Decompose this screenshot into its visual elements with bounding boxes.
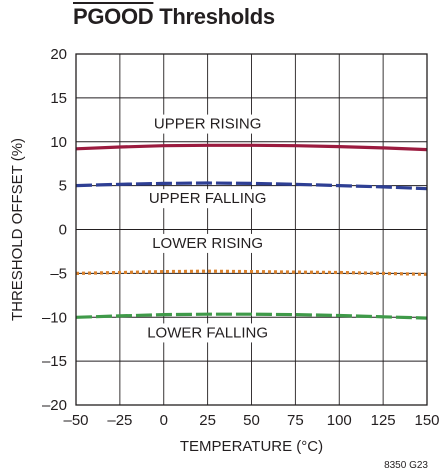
x-tick-label: 75 (287, 412, 304, 429)
x-tick-label: 100 (327, 412, 352, 429)
x-tick-label: –25 (107, 412, 132, 429)
series-line-lower-rising (75, 269, 428, 276)
series-line-upper-rising (75, 143, 428, 152)
series-label-lower-rising: LOWER RISING (152, 235, 263, 252)
series-label-lower-falling: LOWER FALLING (147, 324, 268, 341)
series-label-upper-falling: UPPER FALLING (149, 190, 267, 207)
x-tick-label: 50 (243, 412, 260, 429)
y-tick-label: –20 (42, 397, 67, 414)
x-tick-label: 25 (199, 412, 216, 429)
y-tick-labels: –20 –15 –10 –5 0 5 10 15 20 (42, 46, 67, 414)
series-label-background (145, 189, 270, 209)
series-label-background (144, 323, 272, 343)
x-tick-label: 125 (371, 412, 396, 429)
y-tick-label: 10 (50, 134, 67, 151)
y-tick-label: –10 (42, 309, 67, 326)
x-axis-label: TEMPERATURE (°C) (180, 438, 323, 455)
plot-frame (75, 53, 428, 406)
y-tick-label: 0 (59, 222, 67, 239)
y-tick-label: 20 (50, 46, 67, 63)
series-label-upper-rising: UPPER RISING (154, 116, 262, 133)
chart-title-signal: PGOOD (73, 4, 154, 29)
x-tick-label: 150 (414, 412, 439, 429)
series-line-lower-falling (75, 312, 428, 320)
figure-code: 8350 G23 (384, 460, 428, 471)
grid (75, 53, 428, 406)
y-tick-label: –15 (42, 353, 67, 370)
x-tick-label: 0 (160, 412, 168, 429)
y-axis-label: THRESHOLD OFFSET (%) (9, 138, 26, 321)
y-tick-label: –5 (50, 265, 67, 282)
x-tick-label: –50 (63, 412, 88, 429)
series-label-background (150, 114, 265, 134)
y-tick-label: 5 (59, 178, 67, 195)
y-tick-label: 15 (50, 90, 67, 107)
series-lines (75, 143, 428, 320)
series-label-background (149, 233, 267, 253)
series-line-upper-falling (75, 181, 428, 191)
chart-title: PGOOD Thresholds (73, 4, 275, 30)
x-tick-labels: –50 –25 0 25 50 75 100 125 150 (63, 412, 439, 429)
series-labels: UPPER RISING UPPER FALLING LOWER RISING LOW… (144, 114, 272, 343)
chart-title-rest: Thresholds (153, 4, 275, 29)
